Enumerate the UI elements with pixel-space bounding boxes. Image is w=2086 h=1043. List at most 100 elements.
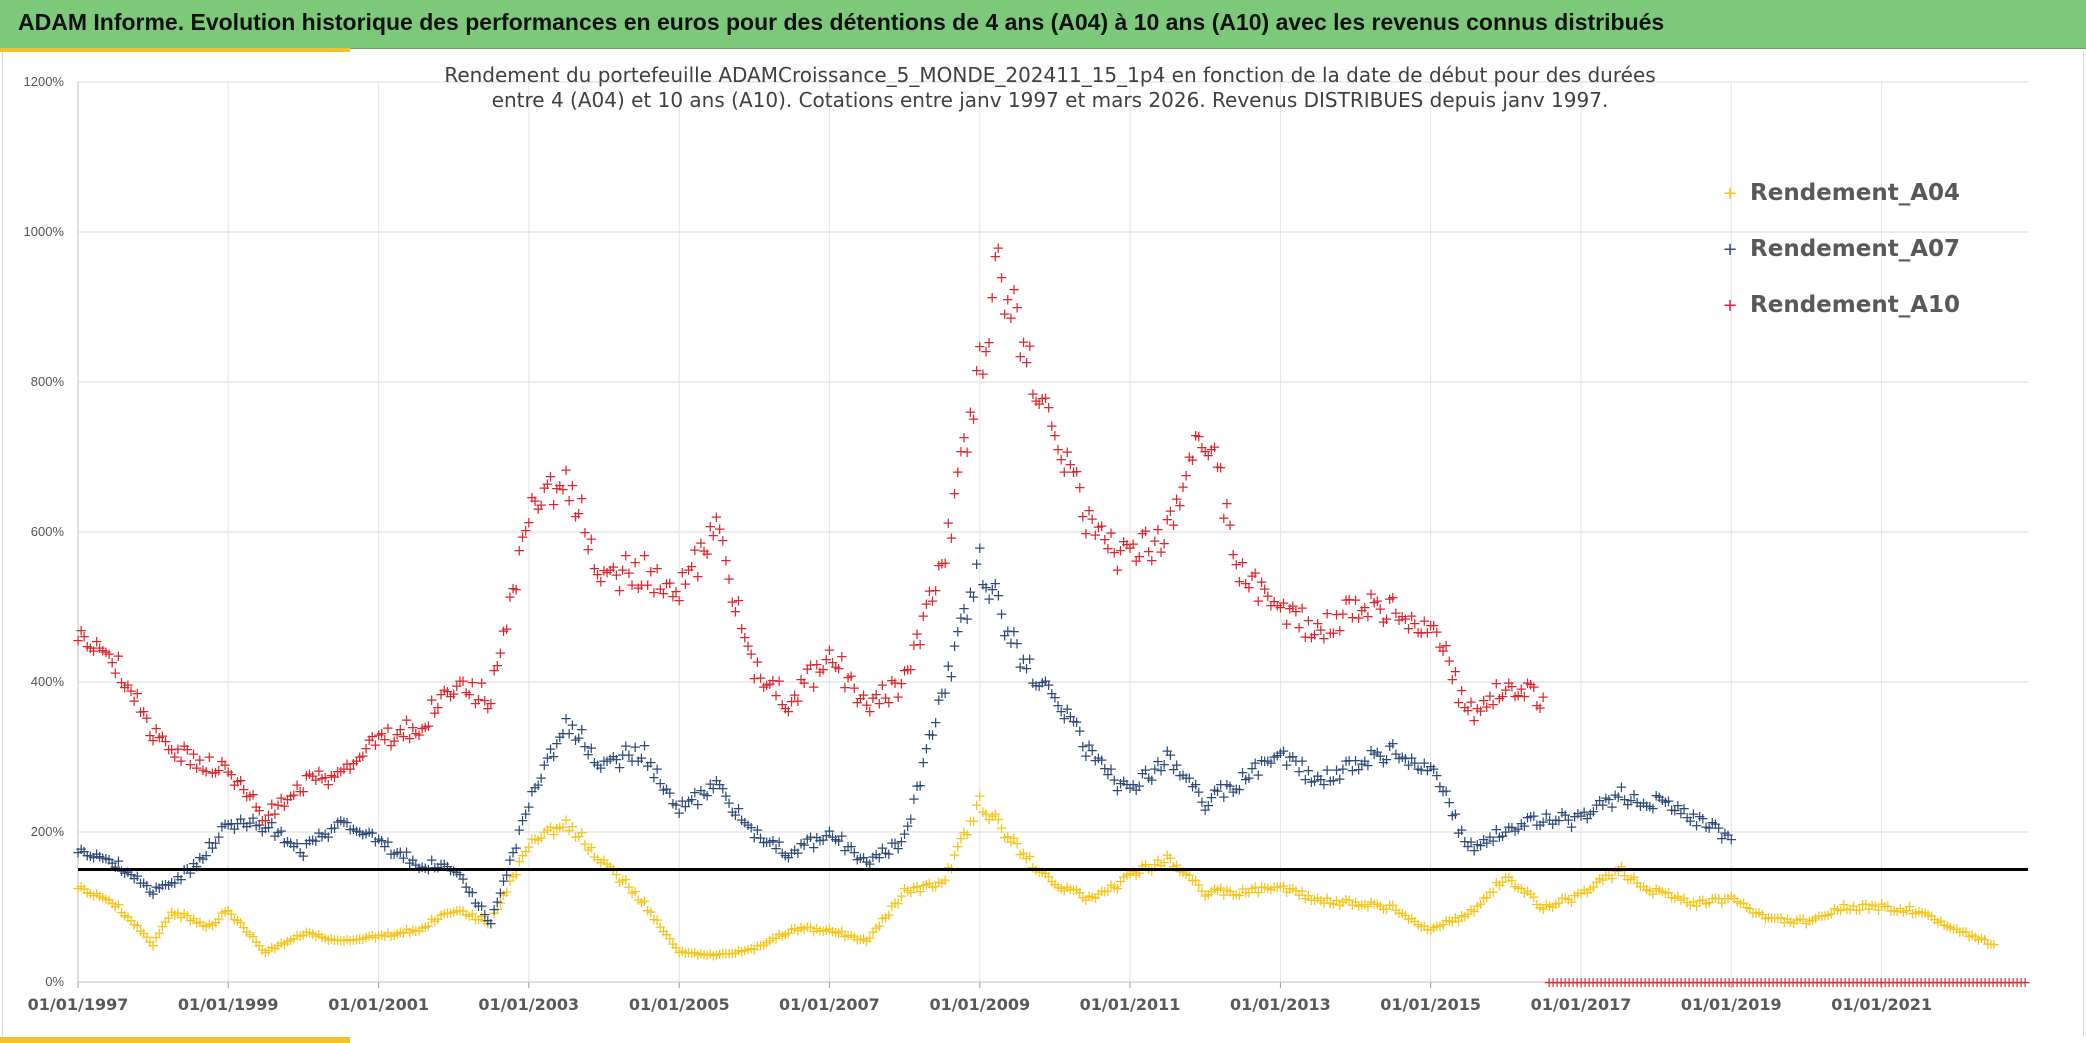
marker-rendement_a04: + (1590, 873, 1603, 891)
marker-rendement_a07: + (159, 875, 172, 893)
marker-rendement_a04: + (234, 914, 247, 932)
marker-rendement_a04: + (682, 943, 695, 961)
marker-rendement_a04: + (313, 926, 326, 944)
marker-rendement_a04: + (360, 929, 373, 947)
marker-rendement_a10-baseline: + (1839, 975, 1851, 991)
x-tick-label: 01/01/2011 (1080, 995, 1181, 1014)
marker-rendement_a10: + (1383, 590, 1396, 608)
marker-rendement_a07: + (911, 777, 924, 795)
marker-rendement_a07: + (291, 835, 304, 853)
marker-rendement_a04: + (1866, 896, 1879, 914)
marker-rendement_a10: + (1111, 561, 1124, 579)
marker-rendement_a04: + (375, 926, 388, 944)
marker-rendement_a04: + (688, 943, 701, 961)
marker-rendement_a10: + (137, 703, 150, 721)
marker-rendement_a10: + (156, 727, 169, 745)
marker-rendement_a07: + (78, 842, 91, 860)
marker-rendement_a04: + (1556, 889, 1569, 907)
marker-rendement_a07: + (1455, 821, 1468, 839)
marker-rendement_a07: + (832, 832, 845, 850)
marker-rendement_a04: + (460, 906, 473, 924)
marker-rendement_a10: + (667, 587, 680, 605)
marker-rendement_a04: + (81, 884, 94, 902)
marker-rendement_a10: + (695, 534, 708, 552)
marker-rendement_a10: + (1481, 698, 1494, 716)
marker-rendement_a07: + (1587, 803, 1600, 821)
marker-rendement_a07: + (839, 842, 852, 860)
marker-rendement_a10: + (1315, 621, 1328, 639)
marker-rendement_a07: + (929, 713, 942, 731)
marker-rendement_a07: + (1052, 697, 1065, 715)
marker-rendement_a10: + (832, 659, 845, 677)
marker-rendement_a10: + (788, 686, 801, 704)
marker-rendement_a04: + (767, 929, 780, 947)
marker-rendement_a10: + (319, 769, 332, 787)
marker-rendement_a07: + (1681, 808, 1694, 826)
marker-rendement_a04: + (1894, 900, 1907, 918)
marker-rendement_a10: + (748, 670, 761, 688)
marker-rendement_a10: + (472, 690, 485, 708)
marker-rendement_a04: + (175, 908, 188, 926)
marker-rendement_a10-baseline: + (1843, 975, 1855, 991)
marker-rendement_a07: + (657, 781, 670, 799)
marker-rendement_a07: + (504, 851, 517, 869)
marker-rendement_a10: + (623, 564, 636, 582)
marker-rendement_a10: + (1001, 290, 1014, 308)
marker-rendement_a04: + (1415, 917, 1428, 935)
marker-rendement_a04: + (1521, 882, 1534, 900)
marker-rendement_a10: + (986, 289, 999, 307)
marker-rendement_a07: + (413, 859, 426, 877)
marker-rendement_a07: + (488, 900, 501, 918)
marker-rendement_a07: + (873, 848, 886, 866)
marker-rendement_a04: + (250, 933, 263, 951)
marker-rendement_a04: + (576, 824, 589, 842)
marker-rendement_a10: + (1355, 601, 1368, 619)
marker-rendement_a10: + (406, 718, 419, 736)
marker-rendement_a10: + (1474, 702, 1487, 720)
marker-rendement_a04: + (732, 942, 745, 960)
marker-rendement_a04: + (187, 909, 200, 927)
marker-rendement_a07: + (451, 863, 464, 881)
marker-rendement_a10: + (867, 689, 880, 707)
marker-rendement_a10-baseline: + (1755, 975, 1767, 991)
marker-rendement_a04: + (695, 944, 708, 962)
marker-rendement_a04: + (974, 787, 987, 805)
marker-rendement_a04: + (1675, 891, 1688, 909)
marker-rendement_a10: + (1170, 490, 1183, 508)
marker-rendement_a04: + (1656, 883, 1669, 901)
marker-rendement_a10: + (958, 428, 971, 446)
marker-rendement_a07: + (347, 820, 360, 838)
marker-rendement_a10: + (93, 639, 106, 657)
marker-rendement_a04: + (1196, 882, 1209, 900)
marker-rendement_a04: + (216, 904, 229, 922)
marker-rendement_a04: + (1424, 921, 1437, 939)
marker-rendement_a04: + (1346, 896, 1359, 914)
marker-rendement_a04: + (651, 911, 664, 929)
marker-rendement_a10-baseline: + (1703, 975, 1715, 991)
marker-rendement_a07: + (222, 815, 235, 833)
x-tick-label: 01/01/2019 (1681, 995, 1782, 1014)
marker-rendement_a10: + (463, 686, 476, 704)
marker-rendement_a10: + (325, 766, 338, 784)
marker-rendement_a07: + (776, 844, 789, 862)
marker-rendement_a10: + (125, 682, 138, 700)
marker-rendement_a04: + (106, 894, 119, 912)
marker-rendement_a04: + (1678, 889, 1691, 907)
marker-rendement_a10: + (1343, 590, 1356, 608)
marker-rendement_a07: + (1687, 805, 1700, 823)
marker-rendement_a07: + (197, 850, 210, 868)
marker-rendement_a07: + (1186, 777, 1199, 795)
marker-rendement_a07: + (610, 751, 623, 769)
marker-rendement_a04: + (322, 931, 335, 949)
marker-rendement_a10-baseline: + (1851, 975, 1863, 991)
marker-rendement_a04: + (109, 898, 122, 916)
marker-rendement_a04: + (1819, 906, 1832, 924)
marker-rendement_a07: + (923, 725, 936, 743)
marker-rendement_a04: + (1875, 895, 1888, 913)
marker-rendement_a07: + (1005, 634, 1018, 652)
marker-rendement_a07: + (557, 725, 570, 743)
marker-rendement_a04: + (1359, 895, 1372, 913)
marker-rendement_a04: + (898, 879, 911, 897)
marker-rendement_a04: + (801, 918, 814, 936)
marker-rendement_a10: + (860, 696, 873, 714)
